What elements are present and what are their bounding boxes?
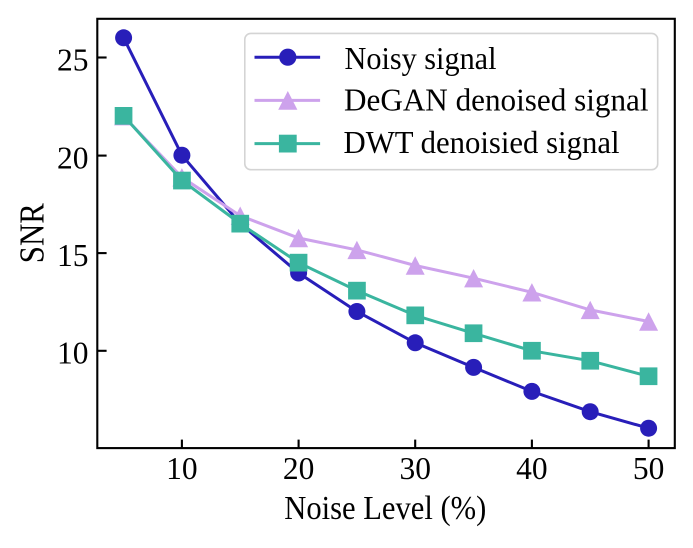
svg-text:DeGAN denoised signal: DeGAN denoised signal (344, 82, 649, 118)
svg-text:DWT denoisied signal: DWT denoisied signal (344, 124, 620, 160)
svg-text:40: 40 (516, 451, 548, 486)
svg-text:20: 20 (57, 140, 89, 175)
svg-text:10: 10 (166, 451, 198, 486)
svg-text:30: 30 (399, 451, 431, 486)
svg-text:Noise Level (%): Noise Level (%) (284, 490, 486, 527)
svg-text:SNR: SNR (14, 203, 52, 263)
svg-text:20: 20 (283, 451, 315, 486)
svg-text:50: 50 (633, 451, 665, 486)
svg-text:15: 15 (57, 238, 89, 273)
svg-text:25: 25 (57, 42, 89, 77)
svg-text:10: 10 (57, 336, 89, 371)
svg-text:Noisy signal: Noisy signal (345, 40, 497, 76)
